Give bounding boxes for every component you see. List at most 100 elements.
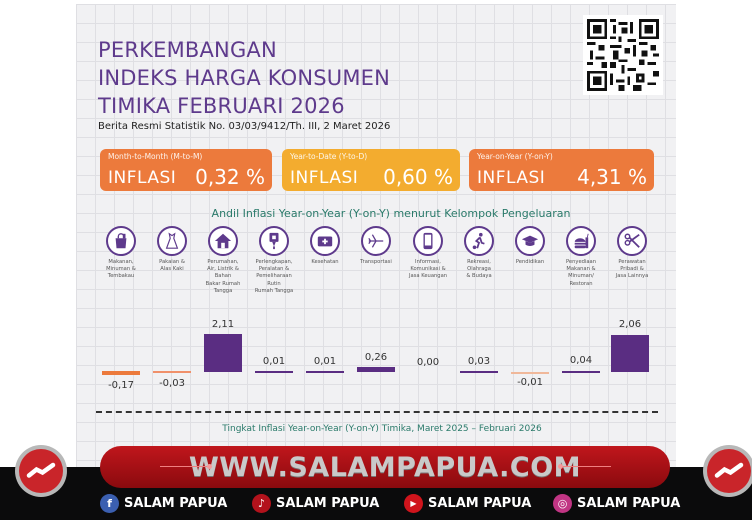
bar-housing (204, 334, 242, 372)
category-food: Makanan, Minuman & Tembakau (95, 226, 147, 281)
subtitle: Berita Resmi Statistik No. 03/03/9412/Th… (98, 121, 391, 132)
page-title: PERKEMBANGAN INDEKS HARGA KONSUMEN TIMIK… (98, 36, 390, 120)
scissors-comb-icon (617, 226, 647, 256)
handshake-icon (714, 462, 744, 478)
bar-value: -0,17 (108, 380, 134, 391)
category-label: Transportasi (360, 259, 392, 265)
bar-food (102, 371, 140, 375)
instagram-icon: ◎ (553, 494, 572, 513)
bar-restaurant (562, 371, 600, 373)
category-label: Penyediaan Makanan & Minuman/ Restoran (565, 259, 597, 287)
social-label: SALAM PAPUA (428, 496, 532, 511)
house-icon (208, 226, 238, 256)
qr-code[interactable] (583, 15, 663, 95)
grocery-bag-icon (106, 226, 136, 256)
handshake-icon (26, 462, 56, 478)
social-youtube[interactable]: ▶ SALAM PAPUA (404, 494, 531, 513)
card-title: INFLASI (108, 168, 177, 188)
football-player-icon (464, 226, 494, 256)
bar-personal-care (611, 335, 649, 372)
card-value: 0,60 % (383, 165, 453, 189)
facebook-icon: f (100, 494, 119, 513)
medical-kit-icon (310, 226, 340, 256)
card-value: 0,32 % (195, 165, 265, 189)
salam-papua-logo-right (703, 445, 752, 497)
bar-value: 0,26 (364, 352, 388, 363)
bar-transport (357, 367, 395, 372)
category-label: Informasi, Komunikasi & Jasa Keuangan (408, 259, 448, 280)
section-divider (96, 411, 658, 413)
category-label: Pendidikan (515, 259, 545, 265)
card-label: Year-on-Year (Y-on-Y) (477, 152, 553, 161)
website-url[interactable]: WWW.SALAMPAPUA.COM (188, 451, 582, 483)
category-recreation: Rekreasi, Olahraga & Budaya (453, 226, 505, 281)
trend-chart-title: Tingkat Inflasi Year-on-Year (Y-on-Y) Ti… (222, 424, 542, 434)
social-facebook[interactable]: f SALAM PAPUA (100, 494, 227, 513)
social-label: SALAM PAPUA (577, 496, 681, 511)
salam-papua-logo-left (15, 445, 67, 497)
category-housing: Perumahan, Air, Listrik & Bahan Bakar Ru… (197, 226, 249, 295)
social-instagram[interactable]: ◎ SALAM PAPUA (553, 494, 680, 513)
website-banner[interactable]: WWW.SALAMPAPUA.COM (100, 446, 670, 488)
card-label: Year-to-Date (Y-to-D) (290, 152, 368, 161)
category-label: Kesehatan (311, 259, 339, 265)
category-clothing: Pakaian & Alas Kaki (146, 226, 198, 273)
bar-value: 0,04 (569, 355, 593, 366)
airplane-icon (361, 226, 391, 256)
bar-household (255, 371, 293, 373)
bar-health (306, 371, 344, 373)
dress-icon (157, 226, 187, 256)
category-label: Pakaian & Alas Kaki (159, 259, 185, 273)
card-value: 4,31 % (577, 165, 647, 189)
tiktok-icon: ♪ (252, 494, 271, 513)
banner-line-left (160, 466, 208, 467)
social-label: SALAM PAPUA (124, 496, 228, 511)
andil-chart-title: Andil Inflasi Year-on-Year (Y-on-Y) menu… (211, 207, 571, 220)
bar-education (511, 372, 549, 374)
bar-value: 0,01 (313, 356, 337, 367)
category-label: Perlengkapan, Peralatan & Pemeliharaan R… (254, 259, 294, 294)
category-label: Rekreasi, Olahraga & Budaya (466, 259, 492, 280)
category-health: Kesehatan (299, 226, 351, 266)
infographic-background (76, 4, 676, 520)
title-line-3: TIMIKA FEBRUARI 2026 (98, 94, 345, 118)
bar-value: -0,01 (517, 377, 543, 388)
bar-value: 0,01 (262, 356, 286, 367)
banner-dot-right (558, 464, 563, 469)
category-restaurant: Penyediaan Makanan & Minuman/ Restoran (555, 226, 607, 288)
banner-line-right (563, 466, 611, 467)
bar-recreation (460, 371, 498, 373)
bar-clothing (153, 371, 191, 373)
appliance-icon (259, 226, 289, 256)
card-title: INFLASI (477, 168, 546, 188)
fast-food-icon (566, 226, 596, 256)
card-title: INFLASI (290, 168, 359, 188)
social-tiktok[interactable]: ♪ SALAM PAPUA (252, 494, 379, 513)
category-household: Perlengkapan, Peralatan & Pemeliharaan R… (248, 226, 300, 295)
card-label: Month-to-Month (M-to-M) (108, 152, 203, 161)
category-label: Perawatan Pribadi & Jasa Lainnya (615, 259, 649, 280)
category-personal-care: Perawatan Pribadi & Jasa Lainnya (606, 226, 658, 281)
category-label: Perumahan, Air, Listrik & Bahan Bakar Ru… (205, 259, 241, 294)
category-education: Pendidikan (504, 226, 556, 266)
title-line-1: PERKEMBANGAN (98, 38, 277, 62)
title-line-2: INDEKS HARGA KONSUMEN (98, 66, 391, 90)
bar-value: 0,00 (416, 357, 440, 368)
graduation-cap-icon (515, 226, 545, 256)
card-yoy-inflation: Year-on-Year (Y-on-Y) INFLASI 4,31 % (469, 149, 654, 191)
banner-dot-left (207, 464, 212, 469)
bar-value: -0,03 (159, 378, 185, 389)
category-label: Makanan, Minuman & Tembakau (106, 259, 136, 280)
qr-code-icon (587, 19, 659, 91)
bar-value: 2,06 (618, 319, 642, 330)
card-mtm-inflation: Month-to-Month (M-to-M) INFLASI 0,32 % (100, 149, 272, 191)
youtube-icon: ▶ (404, 494, 423, 513)
smartphone-icon (413, 226, 443, 256)
category-transport: Transportasi (350, 226, 402, 266)
card-ytd-inflation: Year-to-Date (Y-to-D) INFLASI 0,60 % (282, 149, 460, 191)
social-label: SALAM PAPUA (276, 496, 380, 511)
bar-value: 2,11 (211, 319, 235, 330)
bar-value: 0,03 (467, 356, 491, 367)
category-ict: Informasi, Komunikasi & Jasa Keuangan (402, 226, 454, 281)
